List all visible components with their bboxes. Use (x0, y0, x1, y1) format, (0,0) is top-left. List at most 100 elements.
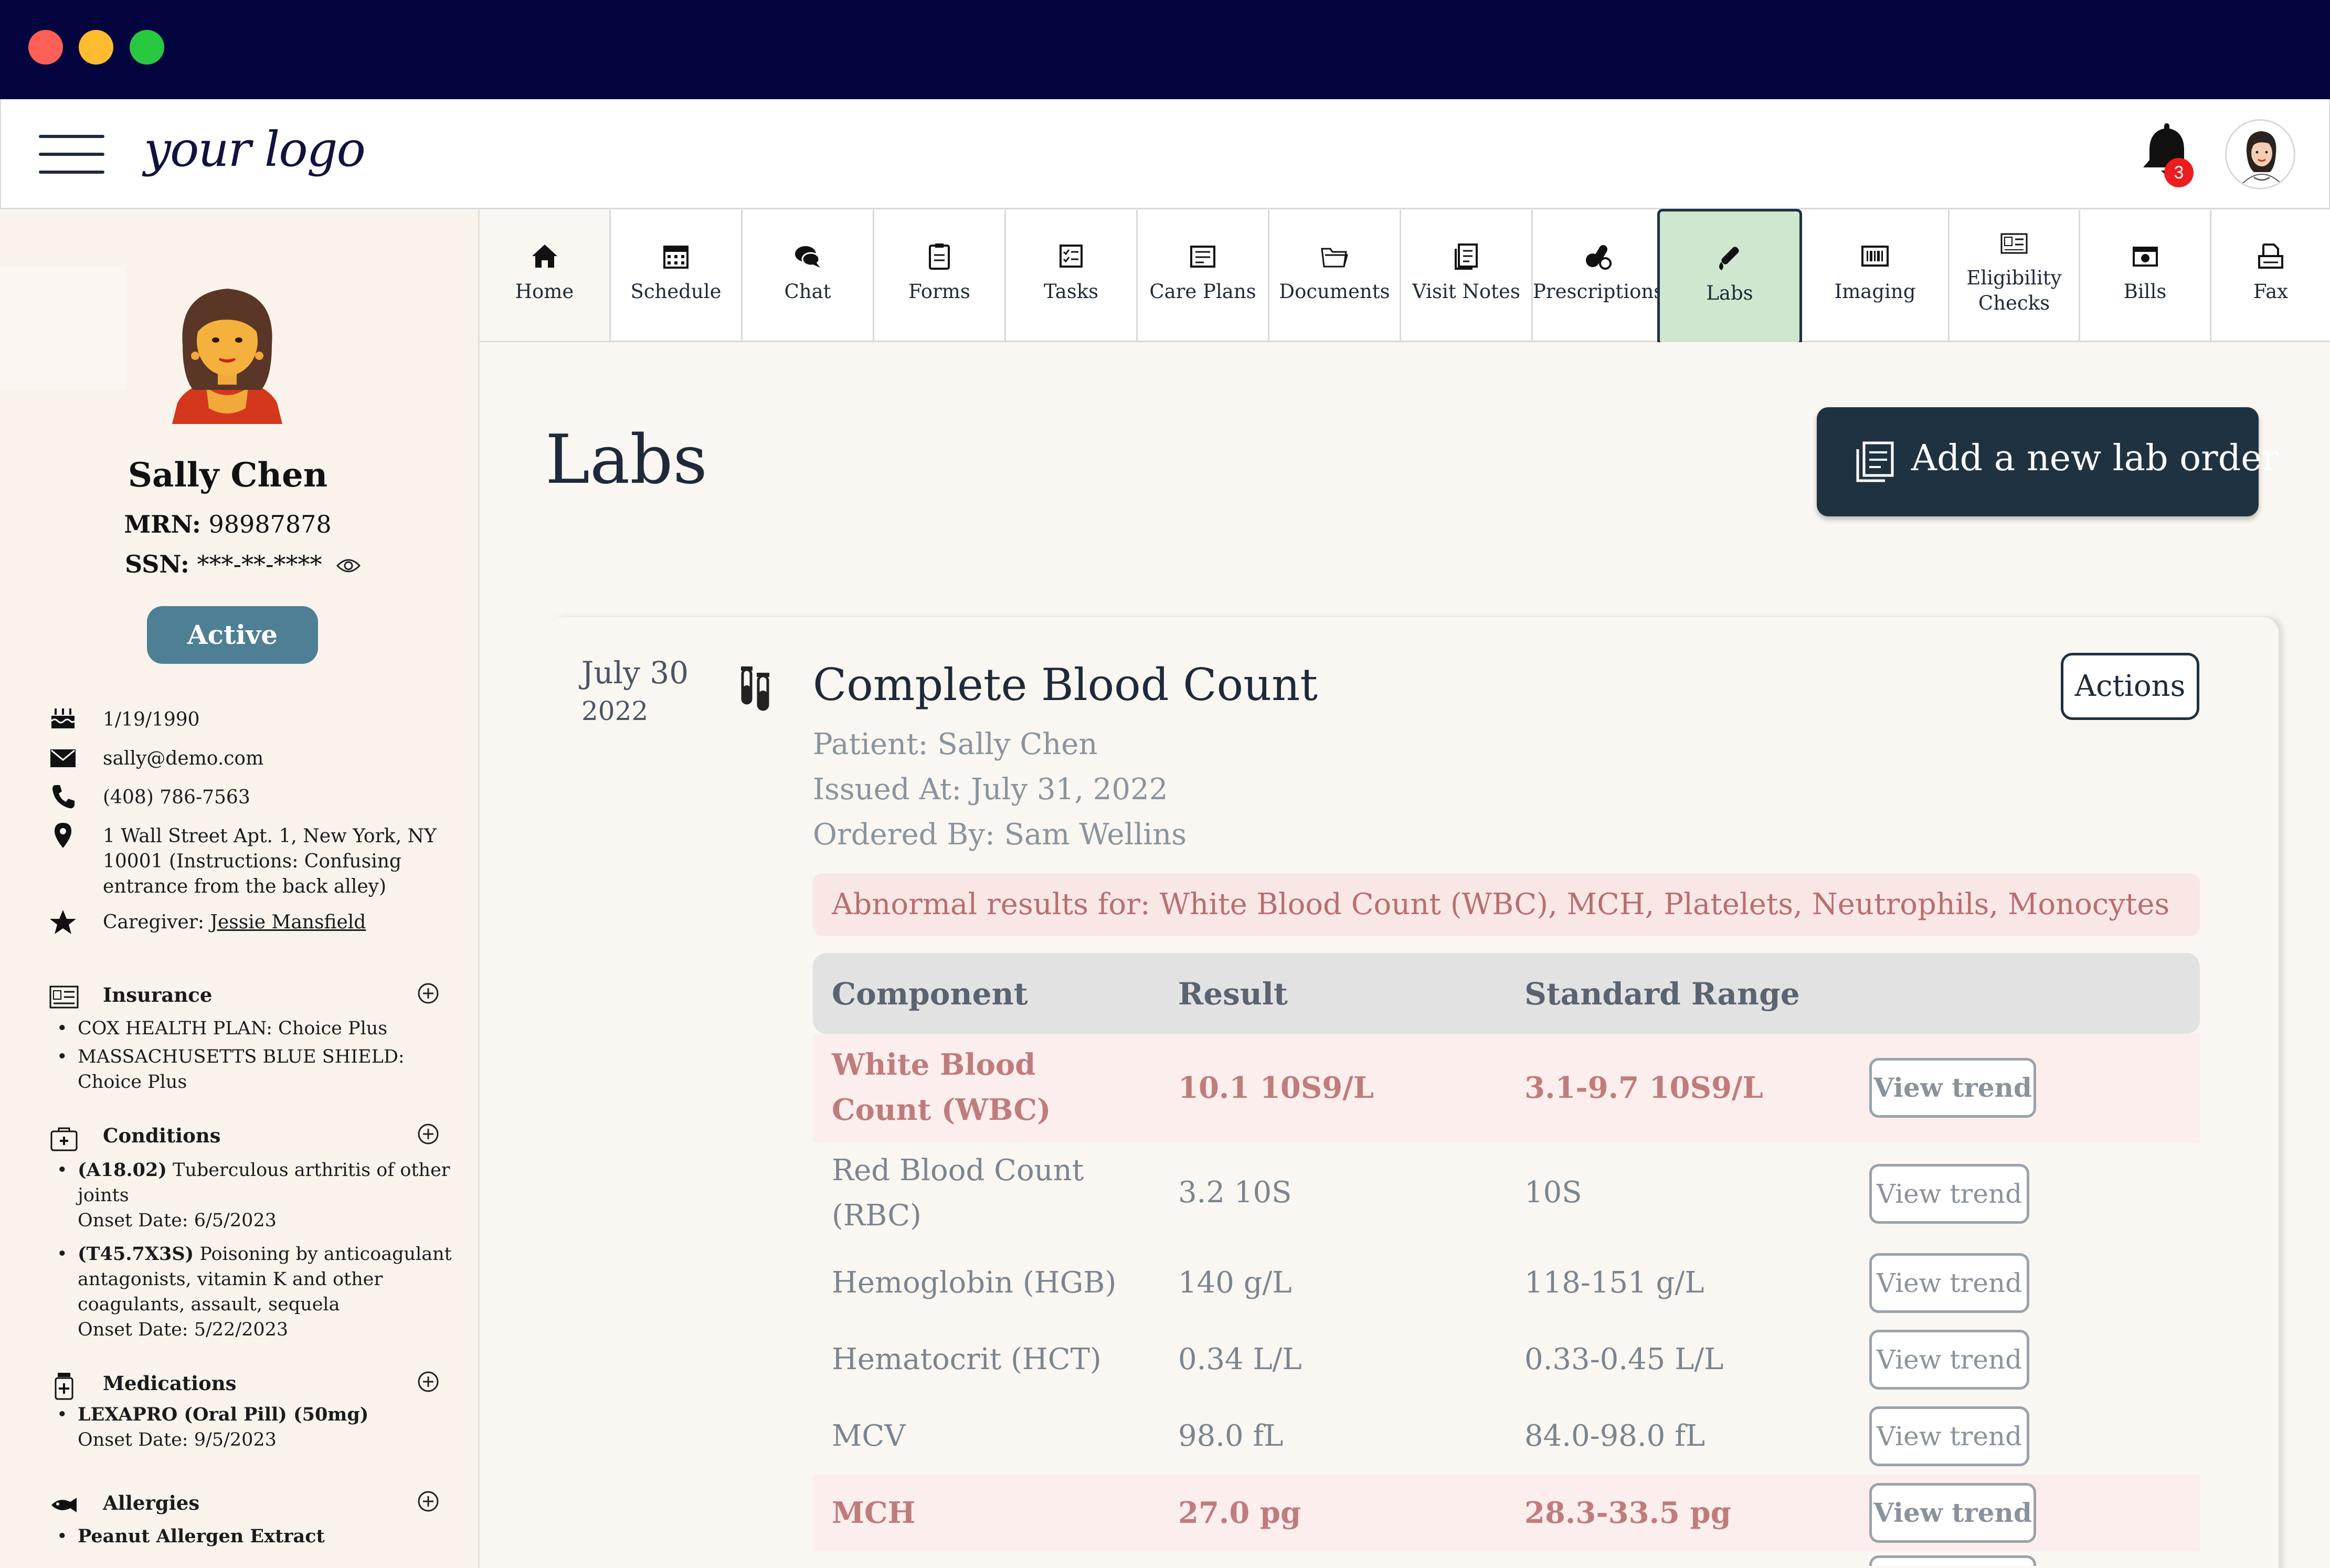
patient-ssn: SSN: ***-**-**** (125, 550, 322, 578)
tab-chat[interactable]: Chat (743, 210, 874, 341)
tab-fax[interactable]: Fax (2211, 210, 2330, 341)
result-cell: 98.0 fL (1178, 1419, 1284, 1453)
user-avatar[interactable] (2225, 119, 2295, 189)
table-row: MCH 27.0 pg 28.3-33.5 pg View trend (813, 1475, 2200, 1551)
component-cell: MCV (832, 1419, 906, 1453)
mail-icon (50, 749, 76, 767)
barcode-icon (1861, 246, 1889, 267)
id-card-icon (49, 986, 79, 1009)
ssn-label: SSN: (125, 550, 189, 578)
result-cell: 140 g/L (1178, 1266, 1292, 1300)
lab-date-year: 2022 (581, 696, 649, 726)
add-lab-order-button[interactable]: Add a new lab order (1817, 407, 2279, 516)
view-trend-button[interactable]: View trend (1869, 1164, 2029, 1224)
cake-icon (50, 708, 76, 728)
caregiver-link[interactable]: Jessie Mansfield (210, 912, 366, 933)
add-condition-icon[interactable] (417, 1123, 439, 1145)
add-medication-icon[interactable] (417, 1371, 439, 1393)
column-component: Component (832, 976, 1028, 1012)
add-insurance-icon[interactable] (417, 982, 439, 1004)
bill-icon (2132, 247, 2158, 267)
condition-item: (A18.02) Tuberculous arthritis of other … (57, 1158, 457, 1233)
view-trend-button[interactable]: View trend (1869, 1330, 2029, 1390)
abnormal-results-banner: Abnormal results for: White Blood Count … (813, 873, 2200, 936)
table-row: Hemoglobin (HGB) 140 g/L 118-151 g/L Vie… (813, 1245, 2200, 1321)
add-lab-order-label: Add a new lab order (1911, 438, 2279, 479)
tab-imaging[interactable]: Imaging (1802, 210, 1950, 341)
eye-icon[interactable] (336, 556, 361, 575)
ssn-value: ***-**-**** (197, 550, 322, 578)
page-title: Labs (545, 421, 707, 499)
tab-visit-notes[interactable]: Visit Notes (1401, 210, 1533, 341)
tasks-icon (1060, 245, 1083, 268)
range-cell: 0.33-0.45 L/L (1524, 1342, 1724, 1376)
allergy-item: Peanut Allergen Extract (57, 1524, 457, 1549)
window-minimize-button[interactable] (79, 30, 113, 65)
test-tubes-icon (741, 666, 769, 711)
condition-onset: Onset Date: 5/22/2023 (78, 1319, 289, 1340)
fax-icon (2258, 243, 2283, 269)
patient-sidebar: Sally Chen MRN: 98987878 SSN: ***-**-***… (0, 210, 480, 1568)
tab-forms[interactable]: Forms (874, 210, 1006, 341)
table-row: White Blood Count (WBC) 10.1 10S9/L 3.1-… (813, 1034, 2200, 1142)
test-tube-icon (1719, 247, 1739, 270)
range-cell: 10S (1524, 1175, 1582, 1210)
tab-prescriptions[interactable]: Prescriptions (1533, 210, 1665, 341)
tab-documents[interactable]: Documents (1269, 210, 1401, 341)
notes-icon (1455, 243, 1478, 270)
tab-bills[interactable]: Bills (2080, 210, 2211, 341)
tab-care-plans[interactable]: Care Plans (1138, 210, 1269, 341)
patient-email: sally@demo.com (103, 748, 264, 769)
document-icon (1856, 441, 1894, 482)
lab-ordered-by: Ordered By: Sam Wellins (813, 818, 1187, 852)
view-trend-button[interactable]: View trend (1869, 1483, 2036, 1543)
column-standard-range: Standard Range (1524, 976, 1800, 1012)
add-allergy-icon[interactable] (417, 1490, 439, 1512)
range-cell: 28.3-33.5 pg (1524, 1496, 1731, 1530)
tab-labs[interactable]: Labs (1657, 209, 1802, 345)
location-pin-icon (55, 823, 71, 848)
component-cell: MCH (832, 1496, 916, 1530)
care-plans-icon (1190, 246, 1215, 268)
window-maximize-button[interactable] (130, 30, 164, 65)
view-trend-button[interactable]: View trend (1869, 1253, 2029, 1313)
tab-schedule[interactable]: Schedule (611, 210, 743, 341)
view-trend-button-partial[interactable] (1869, 1555, 2036, 1566)
patient-name: Sally Chen (128, 455, 328, 495)
medication-onset: Onset Date: 9/5/2023 (78, 1429, 277, 1450)
view-trend-button[interactable]: View trend (1869, 1058, 2036, 1118)
medication-item: LEXAPRO (Oral Pill) (50mg) Onset Date: 9/… (57, 1402, 457, 1453)
caregiver-label: Caregiver: (103, 912, 205, 933)
patient-mrn: MRN: 98987878 (0, 510, 456, 538)
menu-icon[interactable] (39, 135, 104, 174)
table-row: MCV 98.0 fL 84.0-98.0 fL View trend (813, 1398, 2200, 1475)
patient-dob: 1/19/1990 (103, 709, 200, 730)
tab-eligibility-checks[interactable]: Eligibility Checks (1950, 210, 2080, 341)
lab-date-day: July 30 (581, 655, 689, 691)
lab-test-title: Complete Blood Count (813, 659, 1318, 711)
tab-home[interactable]: Home (480, 210, 611, 341)
fish-icon (51, 1498, 77, 1512)
mrn-value: 98987878 (208, 510, 332, 538)
pills-icon (1586, 245, 1612, 270)
notification-badge: 3 (2164, 158, 2194, 187)
tab-tasks[interactable]: Tasks (1006, 210, 1138, 341)
column-result: Result (1178, 976, 1288, 1012)
chat-icon (795, 246, 820, 268)
medication-name: LEXAPRO (Oral Pill) (50mg) (78, 1404, 369, 1425)
insurance-item: COX HEALTH PLAN: Choice Plus (57, 1016, 457, 1041)
component-cell: Red Blood Count (RBC) (832, 1153, 1084, 1233)
app-logo[interactable]: your logo (144, 121, 366, 177)
window-close-button[interactable] (28, 30, 63, 65)
status-badge: Active (147, 606, 318, 664)
actions-button[interactable]: Actions (2061, 653, 2199, 720)
view-trend-button[interactable]: View trend (1869, 1406, 2029, 1466)
mrn-label: MRN: (124, 510, 201, 538)
section-tabs: Home Schedule Chat Forms Tasks Care Plan… (480, 209, 2330, 345)
patient-avatar (172, 289, 282, 424)
lab-patient: Patient: Sally Chen (813, 727, 1098, 761)
medications-title: Medications (103, 1372, 237, 1395)
condition-desc: Tuberculous arthritis of other joints (78, 1160, 450, 1206)
patient-phone: (408) 786-7563 (103, 787, 250, 808)
range-cell: 118-151 g/L (1524, 1266, 1704, 1300)
